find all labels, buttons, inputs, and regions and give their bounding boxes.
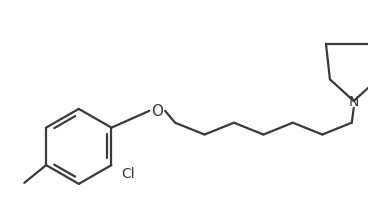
Text: Cl: Cl	[121, 166, 135, 180]
Text: N: N	[349, 94, 359, 109]
Text: O: O	[151, 104, 163, 119]
